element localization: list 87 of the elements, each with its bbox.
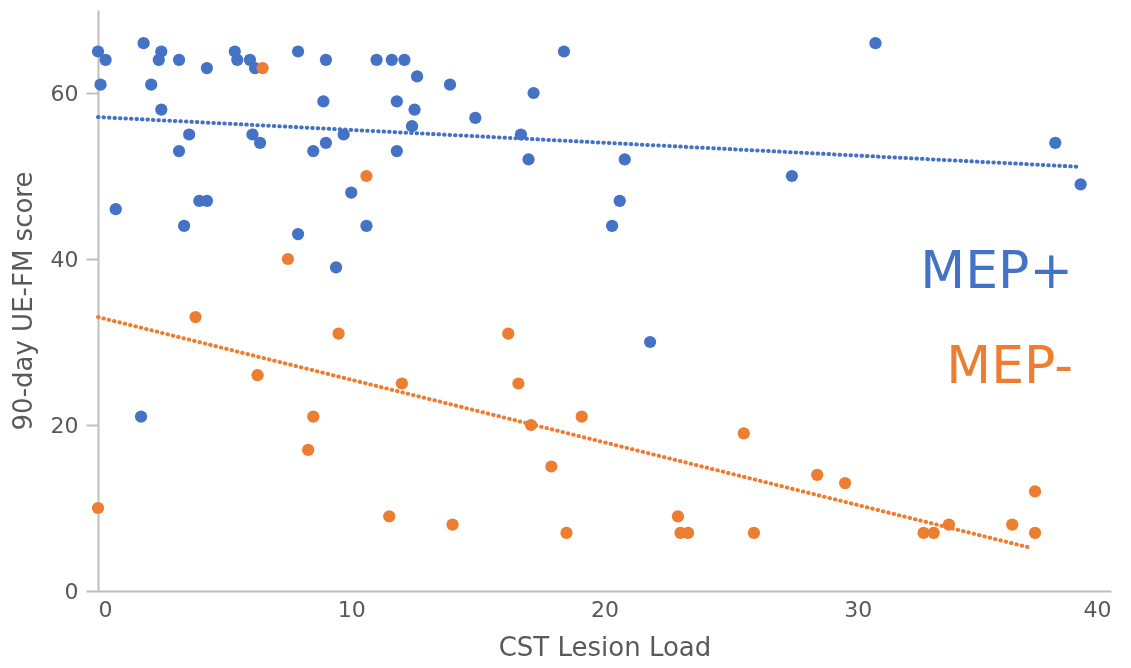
point	[446, 518, 459, 531]
point	[917, 526, 930, 540]
point	[575, 410, 588, 423]
y-tick-label: 40	[50, 246, 79, 272]
point	[360, 169, 373, 183]
point	[605, 219, 619, 232]
x-tick-label: 40	[1083, 596, 1112, 622]
point	[747, 526, 761, 540]
point	[1006, 518, 1019, 531]
point	[302, 443, 315, 457]
point	[109, 203, 122, 216]
y-axis-title: 90-day UE-FM score	[7, 171, 38, 431]
point	[307, 410, 320, 423]
point	[560, 526, 573, 540]
point	[613, 194, 626, 208]
point	[91, 501, 105, 515]
point	[1074, 178, 1087, 191]
point	[1028, 526, 1042, 540]
point	[183, 128, 196, 141]
series-label: MEP+	[920, 240, 1073, 300]
point	[927, 526, 940, 540]
y-tick-label: 0	[64, 578, 79, 604]
point	[545, 460, 558, 473]
point	[1028, 485, 1042, 498]
point	[94, 78, 107, 91]
point	[155, 103, 168, 116]
point	[527, 86, 540, 100]
point	[811, 468, 824, 481]
point	[177, 219, 191, 232]
point	[134, 410, 148, 423]
point	[251, 369, 264, 382]
point	[838, 476, 852, 490]
point	[200, 61, 214, 75]
point	[253, 136, 267, 149]
point	[370, 53, 383, 66]
point	[557, 45, 571, 58]
point	[469, 111, 482, 125]
point	[256, 61, 269, 75]
x-tick-label: 30	[844, 596, 873, 622]
point	[502, 327, 515, 340]
point	[189, 310, 202, 324]
x-tick-label: 0	[98, 596, 113, 622]
point	[785, 169, 799, 183]
point	[443, 78, 457, 91]
point	[246, 128, 259, 141]
point	[385, 53, 398, 66]
point	[395, 377, 409, 390]
point	[291, 45, 305, 58]
point	[91, 45, 105, 58]
point	[99, 53, 112, 66]
point	[398, 53, 411, 66]
point	[319, 136, 333, 149]
point	[231, 53, 244, 66]
point	[390, 144, 403, 158]
point	[618, 153, 631, 166]
point	[137, 37, 150, 50]
point	[307, 144, 320, 158]
point	[408, 103, 421, 116]
point	[332, 327, 345, 340]
point	[410, 70, 424, 83]
point	[172, 53, 186, 66]
point	[360, 219, 373, 232]
point	[869, 37, 882, 50]
point	[1049, 136, 1062, 149]
x-axis-title: CST Lesion Load	[498, 631, 712, 662]
point	[512, 377, 525, 390]
point	[329, 261, 343, 274]
point	[145, 78, 158, 91]
point	[152, 53, 165, 66]
point	[405, 120, 419, 133]
point	[317, 95, 330, 108]
point	[172, 144, 186, 158]
series-label: MEP-	[946, 335, 1073, 395]
y-tick-label: 20	[50, 412, 79, 438]
point	[643, 335, 657, 349]
point	[281, 252, 295, 266]
point	[383, 510, 396, 523]
point	[291, 227, 305, 241]
point	[390, 95, 403, 108]
point	[319, 53, 333, 66]
point	[345, 186, 358, 199]
x-tick-label: 10	[337, 596, 366, 622]
point	[522, 153, 535, 166]
y-tick-label: 60	[50, 80, 79, 106]
point	[671, 510, 685, 523]
point	[737, 427, 750, 440]
x-tick-label: 20	[591, 596, 619, 622]
